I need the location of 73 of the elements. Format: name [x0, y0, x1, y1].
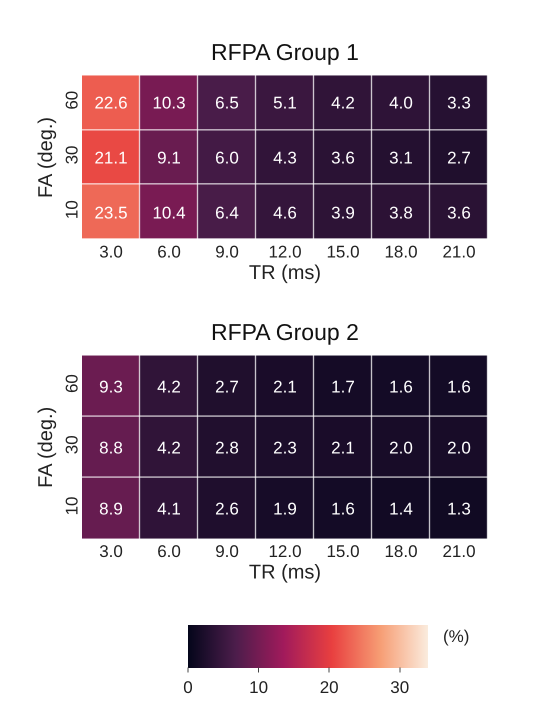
data-label: 2.3	[273, 438, 297, 458]
data-label: 5.1	[273, 93, 297, 112]
data-label: 1.6	[389, 377, 413, 396]
x-tick-label: 21.0	[442, 242, 476, 262]
data-label: 6.0	[215, 148, 239, 168]
color-bar-label: 0	[183, 678, 193, 697]
x-axis-title: TR (ms)	[248, 562, 322, 584]
data-label: 4.0	[389, 93, 413, 112]
data-label: 6.5	[215, 93, 239, 112]
data-label: 1.6	[447, 377, 471, 396]
x-tick-label: 18.0	[384, 242, 418, 262]
data-label: 2.8	[215, 438, 239, 458]
y-tick-label: 30	[62, 435, 82, 454]
data-label: 4.2	[157, 377, 181, 396]
data-label: 2.7	[447, 148, 471, 168]
data-label: 4.6	[273, 203, 297, 222]
data-label: 3.8	[389, 203, 413, 222]
data-label: 2.0	[389, 438, 413, 458]
data-label: 1.7	[331, 377, 355, 396]
x-tick-label: 3.0	[99, 242, 123, 262]
data-label: 21.1	[94, 148, 128, 168]
x-tick-label: 9.0	[215, 542, 239, 562]
data-label: 10.4	[152, 203, 186, 222]
color-bar-label: 10	[249, 678, 268, 697]
data-label: 2.7	[215, 377, 239, 396]
y-axis-title: FA (deg.)	[35, 116, 58, 198]
data-label: 22.6	[94, 93, 128, 112]
data-label: 8.8	[99, 438, 123, 458]
x-tick-label: 15.0	[326, 242, 360, 262]
data-label: 10.3	[152, 93, 186, 112]
x-tick-label: 18.0	[384, 542, 418, 562]
data-label: 3.1	[389, 148, 413, 168]
data-label: 23.5	[94, 203, 128, 222]
color-bar-label: 20	[320, 678, 339, 697]
chart-title: RFPA Group 1	[211, 39, 359, 65]
data-label: 3.6	[447, 203, 471, 222]
y-tick-label: 30	[62, 145, 82, 164]
data-label: 3.6	[331, 148, 355, 168]
data-label: 4.2	[331, 93, 355, 112]
y-axis-title: FA (deg.)	[35, 406, 58, 488]
data-label: 8.9	[99, 499, 123, 518]
data-label: 2.0	[447, 438, 471, 458]
y-tick-label: 60	[62, 374, 82, 394]
data-label: 2.6	[215, 499, 239, 518]
data-label: 4.2	[157, 438, 181, 458]
color-bar-title: (%)	[443, 627, 470, 646]
data-label: 1.6	[331, 499, 355, 518]
color-bar-label: 30	[390, 678, 410, 697]
data-label: 1.9	[273, 499, 297, 518]
data-label: 6.4	[215, 203, 239, 222]
x-tick-label: 3.0	[99, 542, 123, 562]
x-tick-label: 9.0	[215, 242, 239, 262]
data-label: 1.4	[389, 499, 413, 518]
x-axis-title: TR (ms)	[248, 262, 322, 284]
x-tick-label: 12.0	[268, 242, 302, 262]
x-tick-label: 12.0	[268, 542, 302, 562]
x-tick-label: 15.0	[326, 542, 360, 562]
data-label: 4.1	[157, 499, 181, 518]
data-label: 2.1	[273, 377, 297, 396]
data-label: 3.9	[331, 203, 355, 222]
y-tick-label: 10	[62, 200, 82, 220]
data-label: 3.3	[447, 93, 471, 112]
data-label: 1.3	[447, 499, 471, 518]
x-tick-label: 6.0	[157, 242, 181, 262]
data-label: 2.1	[331, 438, 355, 458]
data-label: 4.3	[273, 148, 297, 168]
chart-title: RFPA Group 2	[211, 319, 359, 345]
x-tick-label: 21.0	[442, 542, 476, 562]
data-label: 9.1	[157, 148, 181, 168]
x-tick-label: 6.0	[157, 542, 181, 562]
y-tick-label: 10	[62, 496, 82, 516]
data-label: 9.3	[99, 377, 123, 396]
y-tick-label: 60	[62, 90, 82, 110]
